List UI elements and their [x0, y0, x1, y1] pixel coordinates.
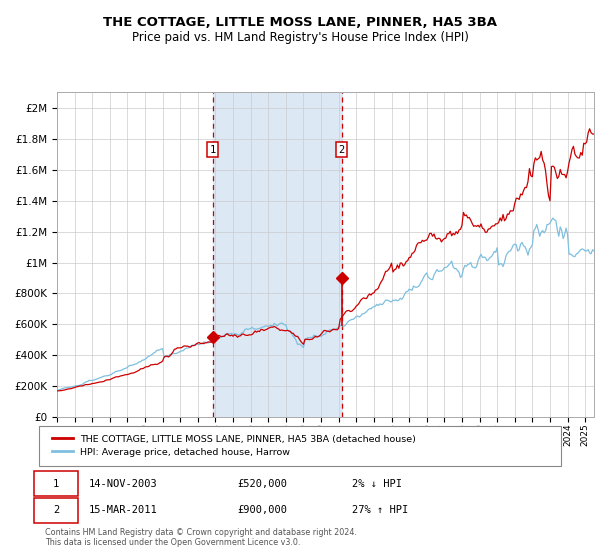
Text: £520,000: £520,000 — [238, 479, 287, 489]
Text: 27% ↑ HPI: 27% ↑ HPI — [352, 505, 409, 515]
Text: 1: 1 — [53, 479, 59, 489]
Text: THE COTTAGE, LITTLE MOSS LANE, PINNER, HA5 3BA: THE COTTAGE, LITTLE MOSS LANE, PINNER, H… — [103, 16, 497, 29]
FancyBboxPatch shape — [34, 472, 78, 496]
Text: 2: 2 — [53, 505, 59, 515]
Text: 2: 2 — [338, 144, 345, 155]
Text: Price paid vs. HM Land Registry's House Price Index (HPI): Price paid vs. HM Land Registry's House … — [131, 31, 469, 44]
Bar — [212, 92, 341, 417]
Text: 15-MAR-2011: 15-MAR-2011 — [89, 505, 157, 515]
Text: This data is licensed under the Open Government Licence v3.0.: This data is licensed under the Open Gov… — [45, 538, 301, 547]
Legend: THE COTTAGE, LITTLE MOSS LANE, PINNER, HA5 3BA (detached house), HPI: Average pr: THE COTTAGE, LITTLE MOSS LANE, PINNER, H… — [49, 432, 419, 460]
Text: Contains HM Land Registry data © Crown copyright and database right 2024.: Contains HM Land Registry data © Crown c… — [45, 528, 357, 536]
Text: 1: 1 — [209, 144, 215, 155]
FancyBboxPatch shape — [34, 498, 78, 522]
Text: £900,000: £900,000 — [238, 505, 287, 515]
Text: 2% ↓ HPI: 2% ↓ HPI — [352, 479, 402, 489]
Text: 14-NOV-2003: 14-NOV-2003 — [89, 479, 157, 489]
